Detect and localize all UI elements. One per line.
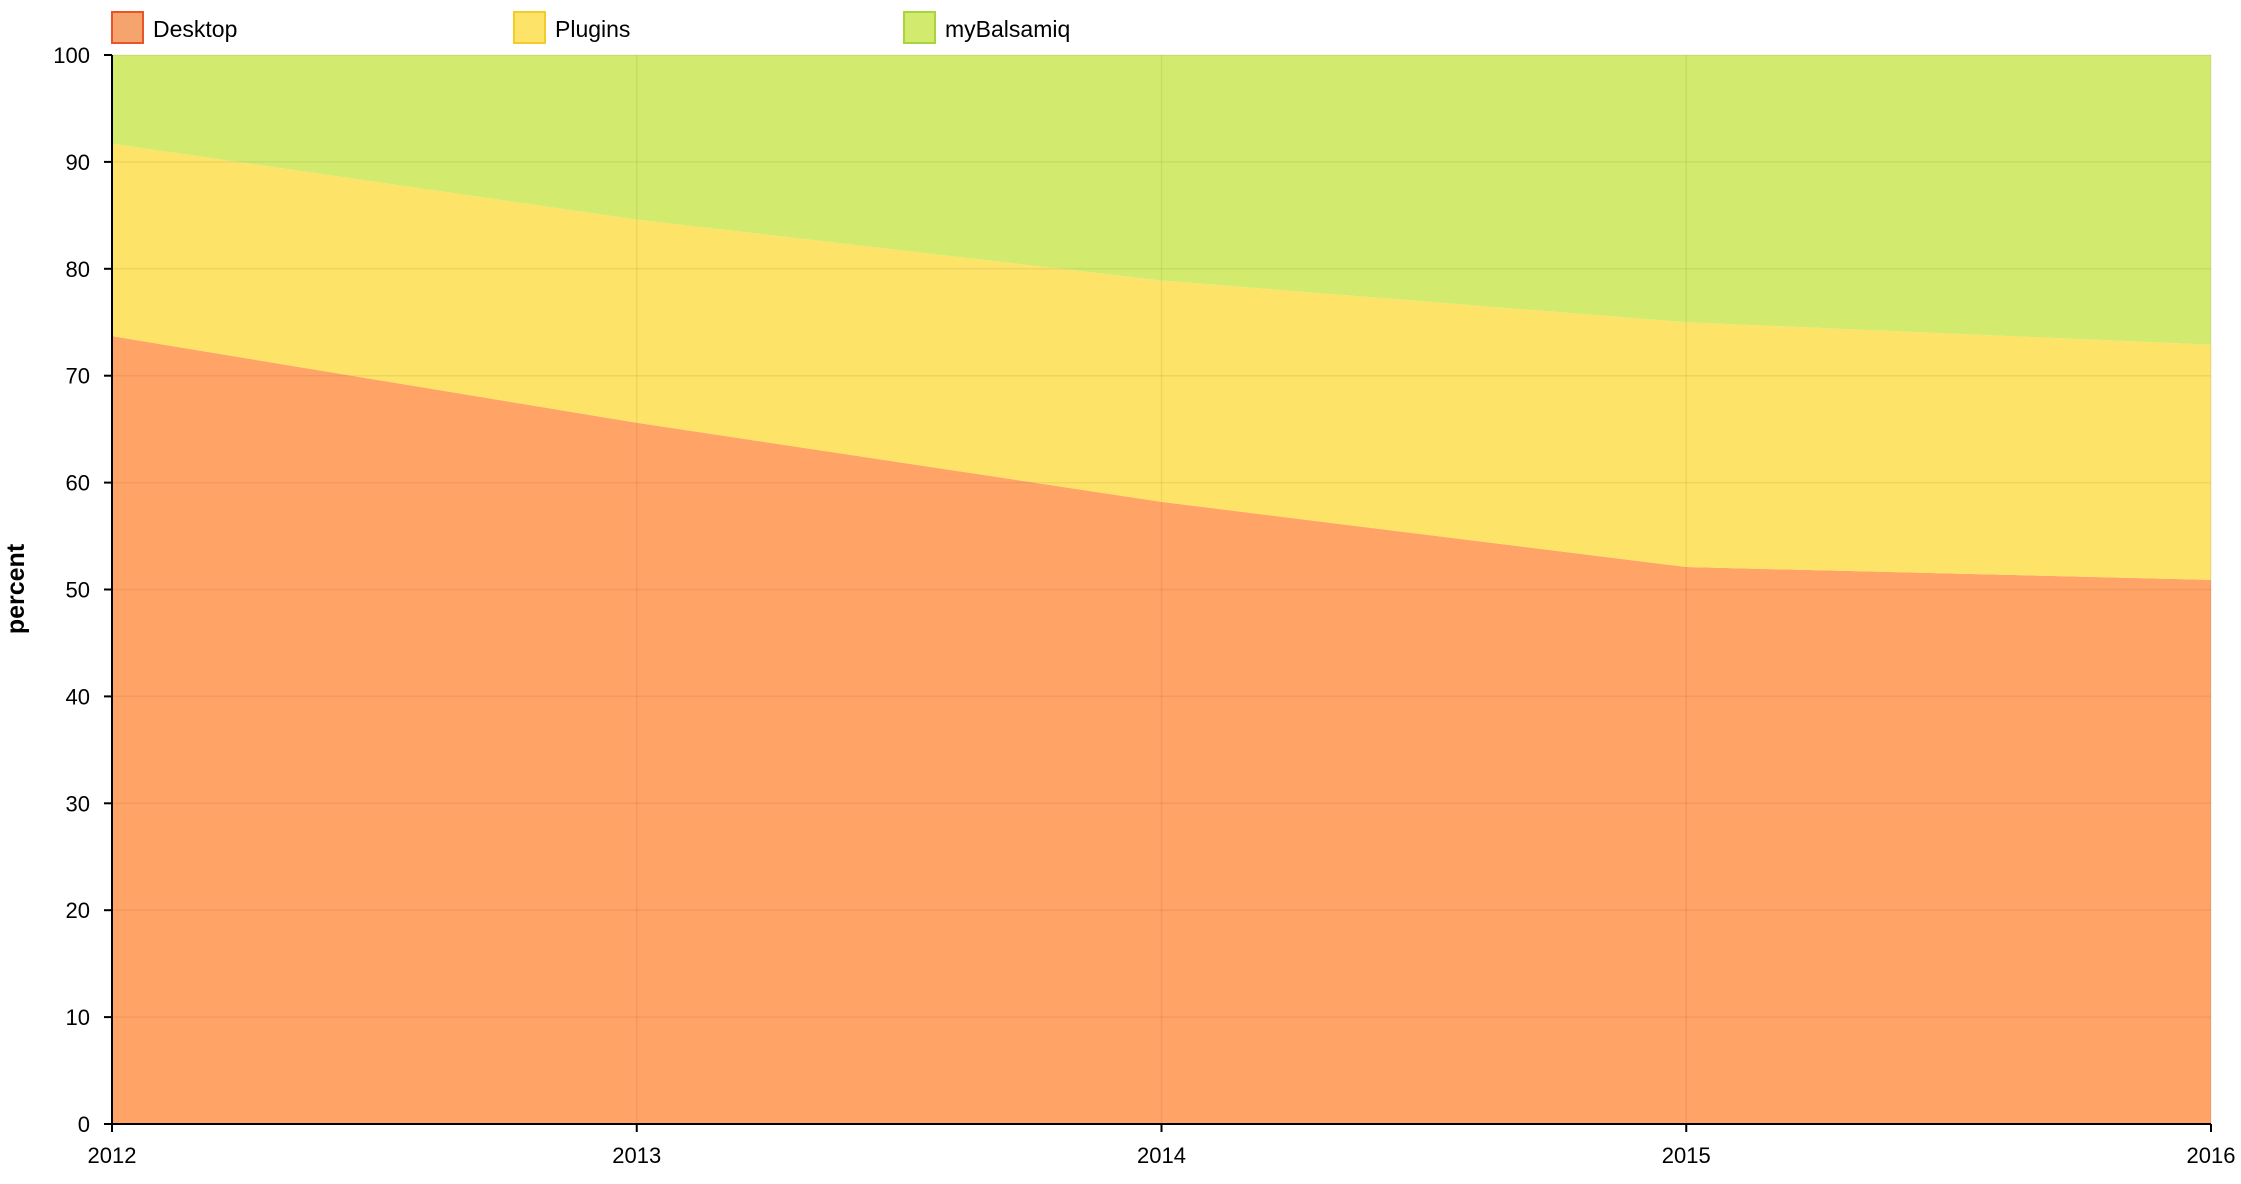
x-tick-label: 2012 <box>88 1143 137 1168</box>
area-plugins <box>112 143 2211 580</box>
y-tick-label: 70 <box>66 364 90 389</box>
y-tick-label: 20 <box>66 898 90 923</box>
y-tick-label: 90 <box>66 150 90 175</box>
legend-swatch <box>903 11 936 44</box>
gridlines <box>111 54 2212 1125</box>
area-desktop <box>112 336 2211 1124</box>
legend-label: Plugins <box>555 16 630 42</box>
y-tick-label: 50 <box>66 578 90 603</box>
y-tick-label: 80 <box>66 257 90 282</box>
legend-swatch <box>111 11 144 44</box>
x-tick-label: 2014 <box>1137 1143 1186 1168</box>
legend-swatch <box>513 11 546 44</box>
y-axis-title: percent <box>2 543 30 634</box>
area-series <box>112 55 2211 1124</box>
y-tick-label: 100 <box>53 43 90 68</box>
legend-item-desktop[interactable]: Desktop <box>111 11 237 44</box>
x-tick-label: 2016 <box>2187 1143 2236 1168</box>
legend-item-mybalsamiq[interactable]: myBalsamiq <box>903 11 1070 44</box>
y-tick-label: 0 <box>78 1112 90 1137</box>
legend-label: myBalsamiq <box>945 16 1070 42</box>
area-mybalsamiq <box>112 55 2211 345</box>
axes: 0 10 20 30 40 50 60 70 80 90 100 2012 2013 2014 2015 20… <box>53 43 2235 1168</box>
x-tick-label: 2013 <box>612 1143 661 1168</box>
y-tick-label: 60 <box>66 471 90 496</box>
legend: Desktop Plugins myBalsamiq <box>111 11 1070 44</box>
y-tick-label: 40 <box>66 684 90 709</box>
y-tick-label: 10 <box>66 1005 90 1030</box>
legend-label: Desktop <box>153 16 237 42</box>
legend-item-plugins[interactable]: Plugins <box>513 11 630 44</box>
y-tick-label: 30 <box>66 791 90 816</box>
x-tick-label: 2015 <box>1662 1143 1711 1168</box>
